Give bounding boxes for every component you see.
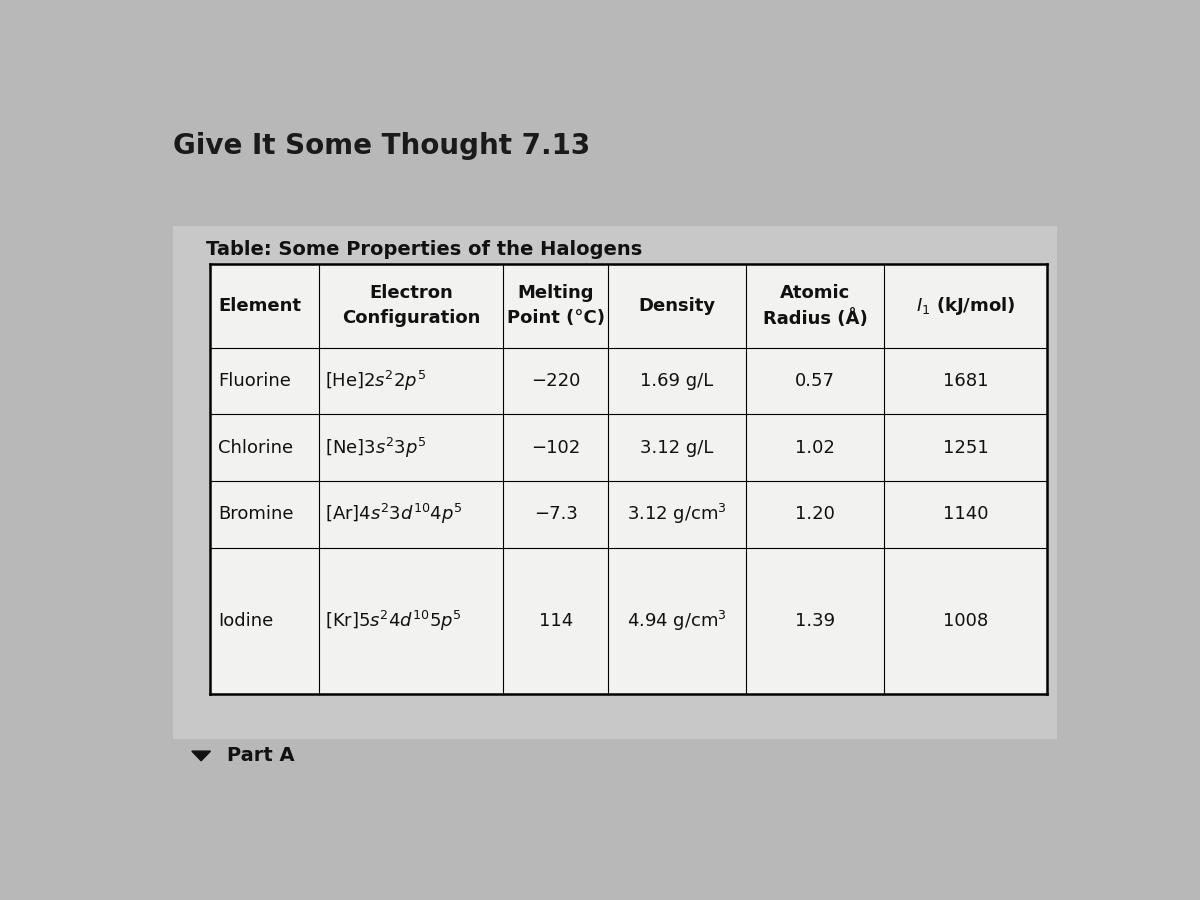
Text: Density: Density [638, 297, 715, 315]
Text: 3.12 g/cm$^3$: 3.12 g/cm$^3$ [628, 502, 727, 526]
Text: Bromine: Bromine [218, 505, 293, 523]
Bar [173, 226, 1057, 739]
Text: −102: −102 [532, 438, 581, 456]
Text: [He]2$s^2$2$p^5$: [He]2$s^2$2$p^5$ [325, 369, 426, 393]
Text: Point (°C): Point (°C) [506, 310, 605, 328]
Text: $I_1$ (kJ/mol): $I_1$ (kJ/mol) [916, 295, 1015, 317]
Text: 4.94 g/cm$^3$: 4.94 g/cm$^3$ [628, 608, 727, 633]
Text: 1140: 1140 [943, 505, 989, 523]
Text: Part A: Part A [227, 746, 295, 766]
Text: Fluorine: Fluorine [218, 372, 290, 390]
Text: −7.3: −7.3 [534, 505, 577, 523]
Text: Radius (Å): Radius (Å) [763, 309, 868, 328]
Text: 1.69 g/L: 1.69 g/L [641, 372, 714, 390]
Text: 114: 114 [539, 611, 572, 629]
Polygon shape [192, 752, 210, 760]
Text: 1.39: 1.39 [796, 611, 835, 629]
Text: Give It Some Thought 7.13: Give It Some Thought 7.13 [173, 132, 590, 160]
Text: 3.12 g/L: 3.12 g/L [641, 438, 714, 456]
Text: −220: −220 [532, 372, 581, 390]
Text: 1681: 1681 [943, 372, 989, 390]
Text: Iodine: Iodine [218, 611, 274, 629]
Text: 1008: 1008 [943, 611, 989, 629]
Text: Configuration: Configuration [342, 310, 480, 328]
Bar [210, 264, 1048, 694]
Text: Atomic: Atomic [780, 284, 851, 302]
Text: 1251: 1251 [943, 438, 989, 456]
Text: Melting: Melting [517, 284, 594, 302]
Text: [Ar]4$s^2$3$d^{10}$4$p^5$: [Ar]4$s^2$3$d^{10}$4$p^5$ [325, 502, 462, 526]
Text: Element: Element [218, 297, 301, 315]
Text: [Ne]3$s^2$3$p^5$: [Ne]3$s^2$3$p^5$ [325, 436, 426, 460]
Text: 1.02: 1.02 [796, 438, 835, 456]
Text: Chlorine: Chlorine [218, 438, 293, 456]
Text: [Kr]5$s^2$4$d^{10}$5$p^5$: [Kr]5$s^2$4$d^{10}$5$p^5$ [325, 608, 462, 633]
Text: Electron: Electron [370, 284, 454, 302]
Text: Table: Some Properties of the Halogens: Table: Some Properties of the Halogens [206, 239, 642, 258]
Text: 0.57: 0.57 [796, 372, 835, 390]
Text: 1.20: 1.20 [796, 505, 835, 523]
